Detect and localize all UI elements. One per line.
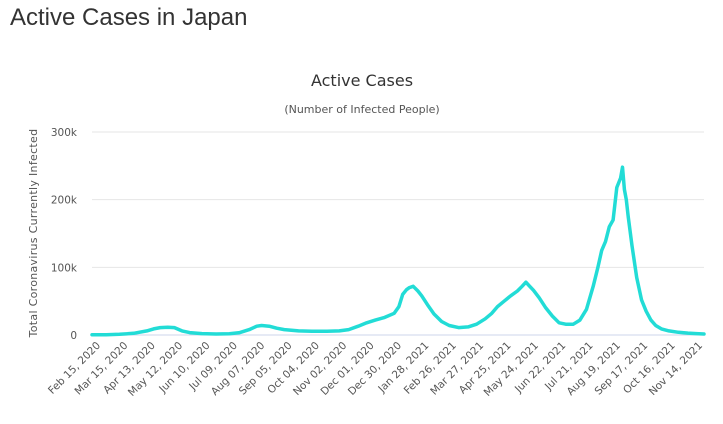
- y-tick-label: 200k: [51, 195, 78, 207]
- series-layer: [90, 165, 706, 337]
- chart-subtitle: (Number of Infected People): [284, 103, 439, 116]
- y-tick-label: 300k: [51, 127, 78, 139]
- series-line: [90, 165, 706, 337]
- y-axis-ticks: 0 100k 200k 300k: [51, 127, 78, 342]
- y-tick-label: 100k: [51, 262, 78, 274]
- y-axis-label: Total Coronavirus Currently Infected: [27, 129, 40, 339]
- grid-lines: [92, 131, 704, 268]
- y-tick-label: 0: [70, 330, 77, 342]
- page-title: Active Cases in Japan: [10, 4, 248, 31]
- chart-title: Active Cases: [311, 71, 413, 90]
